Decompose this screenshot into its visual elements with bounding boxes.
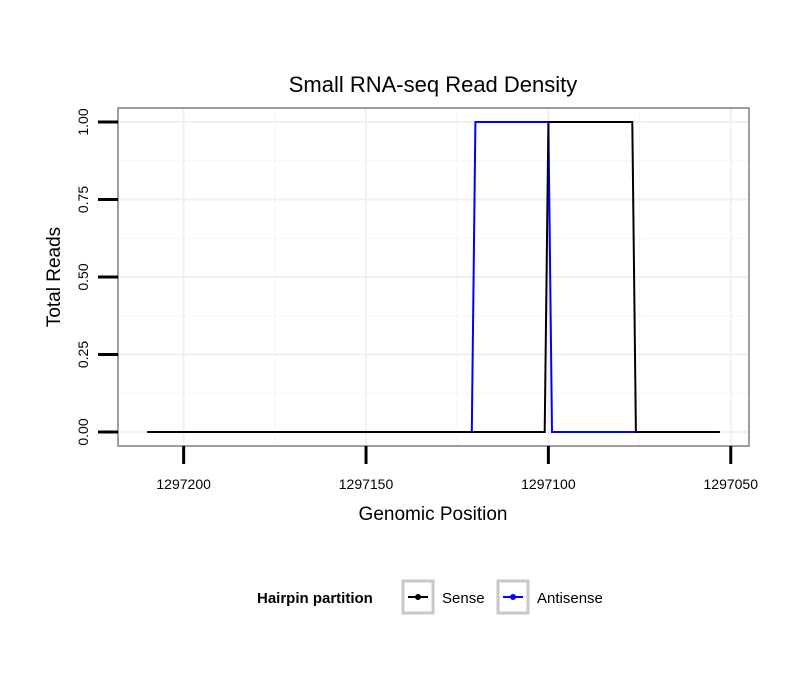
y-tick-label: 0.75 [75,186,91,213]
legend-label-antisense: Antisense [537,590,603,607]
x-axis-title: Genomic Position [359,504,508,525]
legend-key-antisense-dot [510,594,516,600]
y-tick-label: 0.25 [75,341,91,368]
y-axis: 0.00 0.25 0.50 0.75 1.00 [75,108,118,446]
x-tick-label: 1297150 [339,476,394,492]
legend-key-sense-dot [415,594,421,600]
legend-label-sense: Sense [442,590,485,607]
y-tick-label: 0.50 [75,263,91,290]
legend: Hairpin partition Sense Antisense [257,579,603,615]
chart-title: Small RNA-seq Read Density [289,72,578,97]
x-tick-label: 1297200 [156,476,211,492]
y-tick-label: 0.00 [75,418,91,445]
series-line-sense [147,121,720,433]
x-tick-label: 1297100 [521,476,576,492]
series-layer [147,121,720,433]
gridlines [118,108,749,446]
x-tick-label: 1297050 [704,476,759,492]
y-tick-label: 1.00 [75,108,91,135]
y-axis-title: Total Reads [44,227,65,327]
legend-title: Hairpin partition [257,590,373,607]
x-axis: 1297200 1297150 1297100 1297050 [156,446,758,492]
